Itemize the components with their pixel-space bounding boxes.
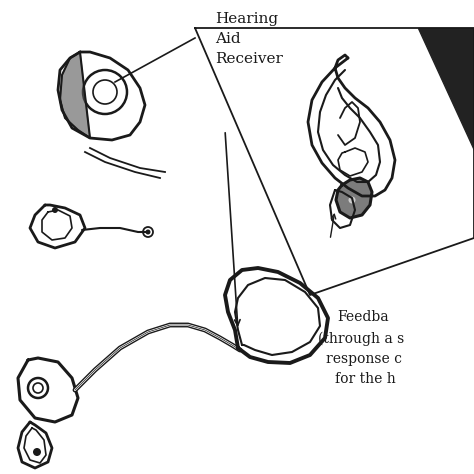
Circle shape (348, 197, 356, 203)
Circle shape (33, 448, 41, 456)
Polygon shape (418, 28, 474, 150)
Circle shape (52, 207, 58, 213)
Text: (through a s: (through a s (318, 332, 404, 346)
Polygon shape (336, 178, 372, 218)
Circle shape (146, 229, 151, 235)
Text: Hearing: Hearing (215, 12, 278, 26)
Text: for the h: for the h (335, 372, 396, 386)
Text: Aid: Aid (215, 32, 241, 46)
Text: Receiver: Receiver (215, 52, 283, 66)
Text: Feedba: Feedba (337, 310, 389, 324)
Text: response c: response c (326, 352, 402, 366)
Polygon shape (60, 52, 90, 138)
